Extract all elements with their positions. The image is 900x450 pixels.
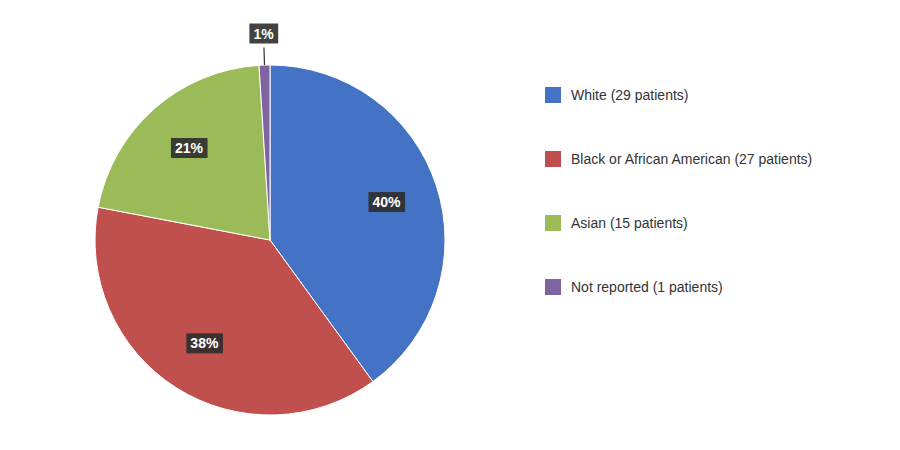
legend-item: Asian (15 patients) — [545, 215, 688, 231]
data-label-text: 21% — [175, 140, 204, 156]
legend-label: White (29 patients) — [571, 87, 689, 103]
legend-item: Not reported (1 patients) — [545, 279, 723, 295]
data-label-text: 38% — [190, 335, 219, 351]
data-label: 21% — [171, 138, 208, 158]
data-label-box — [249, 24, 278, 44]
legend: White (29 patients) Black or African Amer… — [545, 87, 812, 295]
legend-swatch — [545, 87, 561, 103]
legend-label: Asian (15 patients) — [571, 215, 688, 231]
data-label-text: 1% — [253, 26, 274, 42]
data-label-box — [368, 192, 405, 212]
data-label: 1% — [249, 24, 278, 44]
data-labels: 40% 38% 21% 1% — [171, 24, 405, 354]
legend-label: Not reported (1 patients) — [571, 279, 723, 295]
legend-item: Black or African American (27 patients) — [545, 151, 812, 167]
legend-swatch — [545, 151, 561, 167]
pie — [95, 65, 445, 415]
leader-line — [263, 48, 265, 65]
legend-swatch — [545, 215, 561, 231]
data-label: 38% — [186, 333, 223, 353]
data-label-box — [171, 138, 208, 158]
pie-slice — [259, 65, 270, 240]
pie-slice — [98, 65, 270, 240]
chart: 40% 38% 21% 1% White (29 patients) Black or A… — [0, 0, 900, 450]
data-label: 40% — [368, 192, 405, 212]
legend-swatch — [545, 279, 561, 295]
pie-slice — [95, 207, 373, 415]
data-label-text: 40% — [372, 194, 401, 210]
data-label-box — [186, 333, 223, 353]
legend-label: Black or African American (27 patients) — [571, 151, 812, 167]
legend-item: White (29 patients) — [545, 87, 689, 103]
